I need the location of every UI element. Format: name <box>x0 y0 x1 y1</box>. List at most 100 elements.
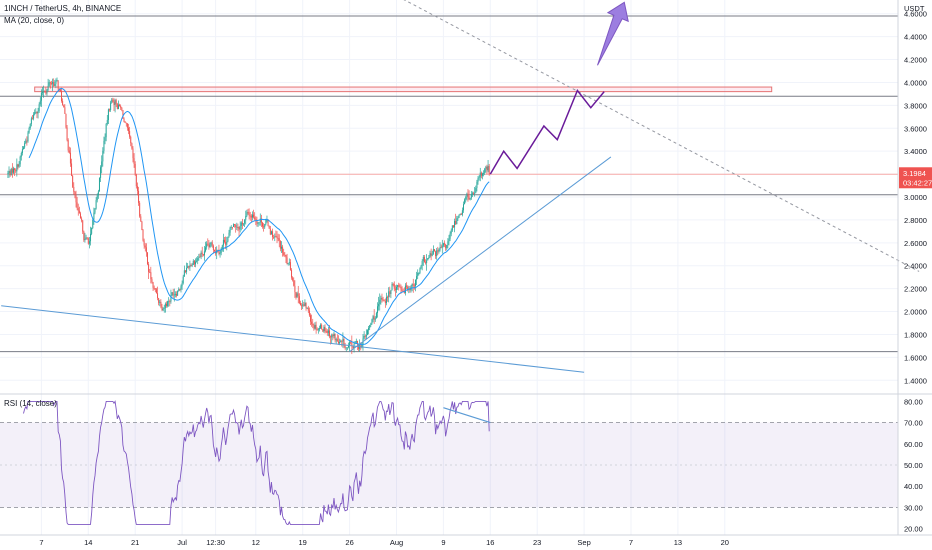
candle-body <box>244 219 246 224</box>
time-tick-label: 14 <box>84 538 92 547</box>
candle-body <box>16 164 18 172</box>
candle-body <box>20 152 22 157</box>
projection[interactable] <box>489 1 629 175</box>
candle-body <box>160 301 162 307</box>
candle-body <box>336 339 338 342</box>
candle-body <box>270 231 272 235</box>
candle-body <box>74 191 76 195</box>
candle-body <box>317 329 319 331</box>
candle-body <box>153 287 155 289</box>
candle-body <box>140 216 142 222</box>
candle-body <box>200 252 202 257</box>
rsi-tick-label: 70.00 <box>904 419 923 428</box>
candle-body <box>382 299 384 301</box>
moving-average <box>28 87 490 346</box>
candle-body <box>146 252 148 265</box>
candle-body <box>476 181 478 188</box>
candle-body <box>429 253 431 258</box>
candle-body <box>131 143 133 149</box>
candle-body <box>345 347 347 349</box>
price-tick-label: 2.0000 <box>904 308 927 317</box>
candle-body <box>212 245 214 250</box>
candle-body <box>474 192 476 194</box>
candle-body <box>91 227 93 234</box>
candle-body <box>335 339 337 341</box>
candle-body <box>159 301 161 303</box>
price-tick-label: 1.4000 <box>904 376 927 385</box>
candle-body <box>226 241 228 245</box>
candle-body <box>391 283 393 291</box>
candle-body <box>207 243 209 245</box>
candle-body <box>164 303 166 309</box>
candle-body <box>235 225 237 228</box>
candle-body <box>280 246 282 249</box>
candle-body <box>162 308 164 311</box>
candle-body <box>448 238 450 242</box>
candle-body <box>193 260 195 265</box>
candle-body <box>416 276 418 280</box>
candle-body <box>105 123 107 138</box>
candle-body <box>331 334 333 338</box>
candle-body <box>115 100 117 105</box>
candle-body <box>151 279 153 283</box>
candle-body <box>152 282 154 288</box>
candle-body <box>98 177 100 192</box>
candle-body <box>287 263 289 265</box>
candle-body <box>49 82 51 84</box>
candle-body <box>148 264 150 272</box>
candle-body <box>350 342 352 343</box>
candle-body <box>356 340 358 345</box>
price-tick-label: 3.6000 <box>904 124 927 133</box>
candle-body <box>334 333 336 341</box>
rsi-tick-label: 30.00 <box>904 503 923 512</box>
candle-body <box>249 215 251 217</box>
candle-body <box>385 296 387 304</box>
candle-body <box>408 289 410 291</box>
candle-body <box>230 226 232 228</box>
price-tick-label: 2.6000 <box>904 239 927 248</box>
trendlines[interactable] <box>1 0 920 373</box>
candle-body <box>414 279 416 286</box>
candle-body <box>433 249 435 252</box>
candle-body <box>181 283 183 287</box>
candle-body <box>324 326 326 331</box>
candle-body <box>384 300 386 304</box>
candle-body <box>274 236 276 238</box>
candle-body <box>430 253 432 256</box>
candle-body <box>55 80 57 84</box>
candle-body <box>218 251 220 254</box>
candle-body <box>172 292 174 296</box>
candle-body <box>246 212 248 216</box>
candle-body <box>163 308 165 309</box>
candle-body <box>220 248 222 254</box>
candle-body <box>141 221 143 231</box>
candle-body <box>93 212 95 220</box>
candle-body <box>436 250 438 257</box>
candle-body <box>234 224 236 226</box>
candle-body <box>307 307 309 311</box>
candle-body <box>286 257 288 265</box>
price-tick-label: 4.6000 <box>904 10 927 19</box>
candle-body <box>371 319 373 324</box>
candle-body <box>289 262 291 270</box>
candle-body <box>381 297 383 300</box>
candle-body <box>323 326 325 332</box>
candle-body <box>339 342 341 344</box>
candle-body <box>423 256 425 263</box>
candle-body <box>374 318 376 320</box>
candle-body <box>302 304 304 306</box>
time-tick-label: 9 <box>441 538 445 547</box>
candle-body <box>411 284 413 287</box>
candle-body <box>455 221 457 225</box>
resistance-zone[interactable] <box>34 86 773 93</box>
candle-body <box>54 83 56 86</box>
candle-body <box>111 99 113 103</box>
rsi-tick-label: 80.00 <box>904 397 923 406</box>
candle-body <box>84 239 86 241</box>
candle-body <box>135 174 137 187</box>
candle-body <box>110 102 112 111</box>
candle-body <box>129 131 131 137</box>
candle-body <box>485 166 487 169</box>
candle-body <box>479 172 481 178</box>
